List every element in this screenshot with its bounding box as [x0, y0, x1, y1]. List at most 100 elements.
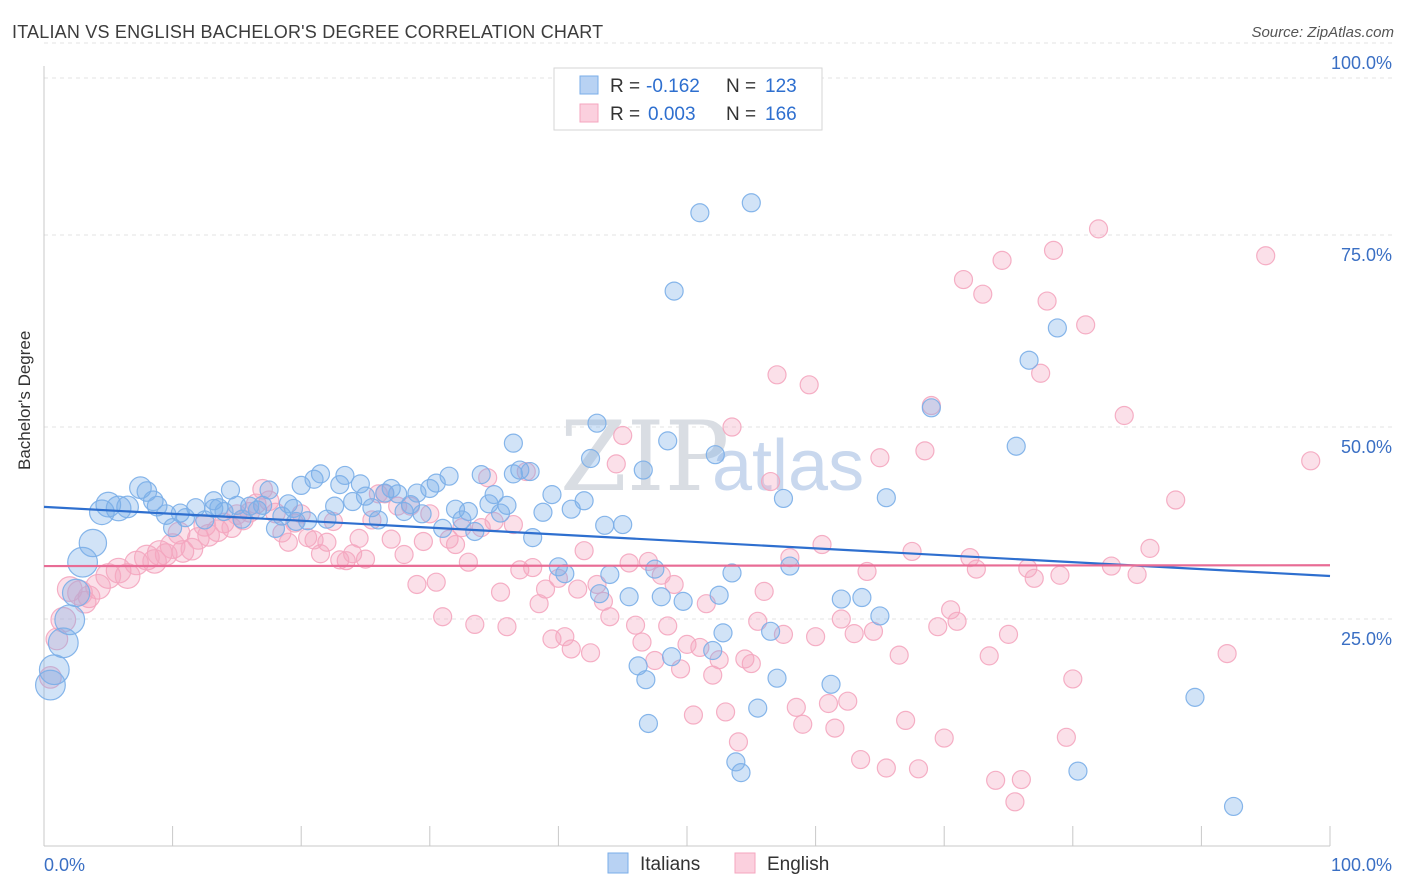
legend-swatch-italians [607, 852, 629, 874]
english-point [159, 533, 186, 559]
english-point [786, 697, 806, 717]
english-point [851, 749, 871, 770]
english-point [568, 579, 588, 599]
english-point [171, 540, 195, 563]
english-point [966, 559, 986, 579]
italians-point [852, 587, 872, 608]
english-point [39, 666, 62, 689]
italians-point [510, 460, 530, 480]
italians-point [600, 564, 620, 585]
italians-point [304, 469, 324, 489]
italians-point [388, 484, 408, 504]
italians-point [580, 448, 601, 469]
legend-swatch-english [734, 852, 756, 874]
english-point [953, 269, 974, 290]
italians-point [713, 623, 733, 643]
english-point [606, 454, 626, 474]
italians-point [767, 668, 787, 688]
english-point [812, 534, 832, 555]
stats-swatch-italians [579, 75, 599, 95]
english-point [600, 607, 620, 627]
english-point [870, 448, 890, 468]
english-point [1024, 568, 1044, 588]
english-point [998, 624, 1019, 644]
italians-point [458, 501, 478, 522]
italians-point [722, 563, 742, 583]
italians-point [574, 491, 594, 511]
english-point [1301, 451, 1321, 471]
italians-point [47, 627, 79, 659]
english-point [394, 544, 414, 565]
english-point [310, 544, 331, 564]
italians-point [1047, 318, 1067, 338]
english-point [902, 541, 922, 562]
english-point [580, 643, 601, 663]
y-tick-label: 75.0% [1341, 245, 1392, 265]
stats-swatch-english [579, 103, 599, 123]
english-point [503, 514, 523, 535]
english-point [831, 609, 851, 629]
english-point [252, 478, 273, 500]
italians-point [690, 203, 710, 223]
english-point [857, 561, 877, 582]
stats-r-value-italians: -0.162 [646, 76, 700, 97]
english-point [889, 645, 909, 665]
stats-r-label-english: R = [610, 104, 640, 125]
english-point [986, 770, 1006, 790]
english-point [561, 639, 581, 659]
stats-n-label-english: N = [726, 104, 756, 125]
english-point [1043, 240, 1064, 260]
english-point [1037, 291, 1057, 311]
y-tick-label: 25.0% [1341, 629, 1392, 649]
stats-legend-box [553, 67, 823, 131]
english-point [535, 579, 556, 599]
legend-label-english: English [767, 854, 829, 875]
stats-legend: R = -0.162 N = 123 R = 0.003 N = 166 [553, 67, 823, 131]
english-point [625, 615, 646, 635]
english-point [715, 702, 736, 722]
italians-point [497, 495, 517, 515]
trend-lines [43, 505, 1331, 578]
stats-r-value-english: 0.003 [648, 104, 696, 125]
x-tick-min: 0.0% [44, 855, 85, 875]
italians-point [645, 559, 665, 579]
italians-point [439, 466, 459, 486]
english-point [934, 728, 954, 748]
italians-point [633, 460, 653, 480]
english-point [445, 534, 466, 555]
english-trend-line [43, 564, 1331, 568]
english-point [317, 532, 337, 552]
italians-point [259, 480, 279, 500]
english-point [1256, 246, 1276, 266]
english-point [947, 611, 967, 631]
english-point [73, 590, 97, 614]
english-point [1217, 643, 1237, 664]
italians-point [587, 413, 607, 433]
italians-point [613, 514, 633, 535]
english-point [180, 537, 204, 561]
italians-point [661, 647, 682, 667]
chart-title: ITALIAN VS ENGLISH BACHELOR'S DEGREE COR… [12, 22, 604, 42]
english-point [748, 611, 768, 631]
axes [43, 66, 1331, 847]
english-point [805, 627, 826, 647]
english-point [760, 471, 781, 492]
italians-point [760, 621, 781, 641]
english-point [355, 549, 376, 569]
italians-point [636, 670, 656, 690]
english-point [114, 563, 141, 589]
italians-point [325, 496, 345, 516]
english-point [1088, 219, 1109, 239]
english-point [754, 581, 774, 601]
legend-label-italians: Italians [640, 854, 700, 875]
italians-point [748, 698, 768, 718]
italians-point [67, 546, 99, 578]
english-point [908, 759, 929, 779]
english-point [818, 693, 839, 714]
english-point [458, 552, 478, 572]
english-point [426, 572, 446, 592]
italians-point [523, 528, 543, 548]
italians-point [664, 281, 684, 301]
italians-point [484, 485, 504, 505]
english-point [497, 617, 517, 637]
